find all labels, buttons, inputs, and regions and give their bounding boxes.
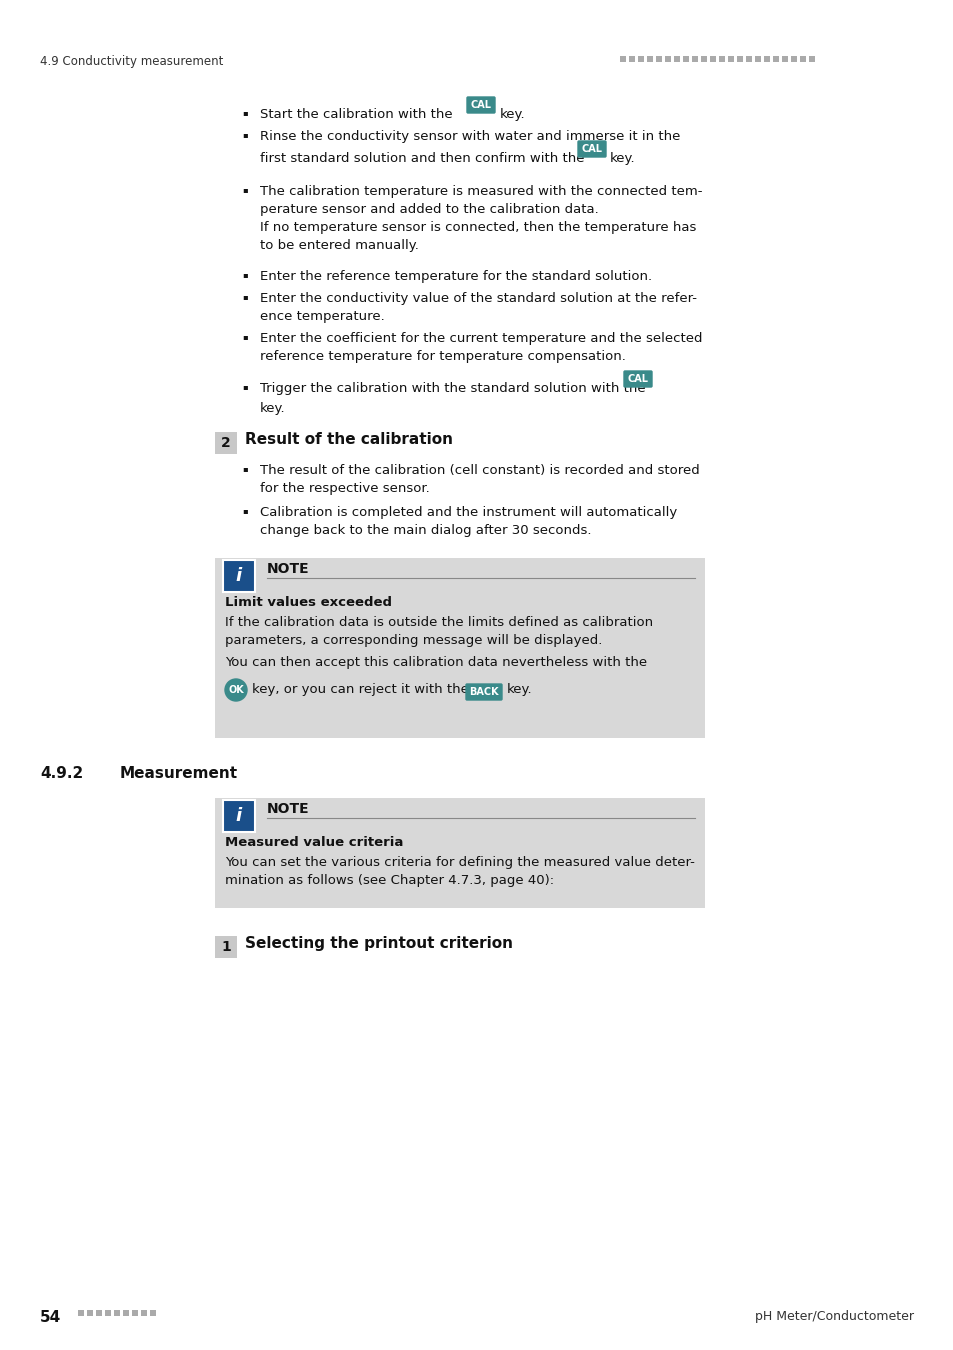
FancyBboxPatch shape [465, 684, 501, 701]
FancyBboxPatch shape [214, 798, 704, 909]
FancyBboxPatch shape [656, 55, 661, 62]
FancyBboxPatch shape [214, 936, 236, 958]
Text: key.: key. [499, 108, 525, 122]
FancyBboxPatch shape [781, 55, 787, 62]
Text: i: i [235, 567, 242, 585]
FancyBboxPatch shape [223, 560, 254, 593]
Text: Rinse the conductivity sensor with water and immerse it in the: Rinse the conductivity sensor with water… [260, 130, 679, 143]
Circle shape [225, 679, 247, 701]
Text: key.: key. [609, 153, 635, 165]
Text: ▪: ▪ [242, 382, 248, 391]
Text: You can then accept this calibration data nevertheless with the: You can then accept this calibration dat… [225, 656, 646, 670]
Text: Trigger the calibration with the standard solution with the: Trigger the calibration with the standar… [260, 382, 645, 396]
Text: pH Meter/Conductometer: pH Meter/Conductometer [754, 1310, 913, 1323]
Text: NOTE: NOTE [267, 802, 310, 815]
Text: ▪: ▪ [242, 108, 248, 117]
FancyBboxPatch shape [646, 55, 652, 62]
Text: Start the calibration with the: Start the calibration with the [260, 108, 452, 122]
Text: If the calibration data is outside the limits defined as calibration
parameters,: If the calibration data is outside the l… [225, 616, 653, 647]
FancyBboxPatch shape [691, 55, 698, 62]
Text: Enter the coefficient for the current temperature and the selected
reference tem: Enter the coefficient for the current te… [260, 332, 701, 363]
Text: Calibration is completed and the instrument will automatically
change back to th: Calibration is completed and the instrum… [260, 506, 677, 537]
FancyBboxPatch shape [628, 55, 635, 62]
FancyBboxPatch shape [664, 55, 670, 62]
Text: 2: 2 [221, 436, 231, 450]
Text: 4.9 Conductivity measurement: 4.9 Conductivity measurement [40, 55, 223, 68]
Text: ▪: ▪ [242, 506, 248, 514]
FancyBboxPatch shape [700, 55, 706, 62]
FancyBboxPatch shape [754, 55, 760, 62]
Text: CAL: CAL [470, 100, 491, 109]
Text: Selecting the printout criterion: Selecting the printout criterion [245, 936, 513, 950]
Text: Enter the conductivity value of the standard solution at the refer-
ence tempera: Enter the conductivity value of the stan… [260, 292, 697, 323]
Text: Result of the calibration: Result of the calibration [245, 432, 453, 447]
Text: You can set the various criteria for defining the measured value deter-
mination: You can set the various criteria for def… [225, 856, 694, 887]
FancyBboxPatch shape [737, 55, 742, 62]
Text: Enter the reference temperature for the standard solution.: Enter the reference temperature for the … [260, 270, 652, 284]
FancyBboxPatch shape [578, 140, 605, 157]
Text: 4.9.2: 4.9.2 [40, 765, 83, 782]
Text: ▪: ▪ [242, 270, 248, 279]
FancyBboxPatch shape [141, 1310, 147, 1316]
FancyBboxPatch shape [96, 1310, 102, 1316]
FancyBboxPatch shape [123, 1310, 129, 1316]
Text: i: i [235, 807, 242, 825]
FancyBboxPatch shape [638, 55, 643, 62]
Text: ▪: ▪ [242, 292, 248, 301]
Text: CAL: CAL [581, 144, 602, 154]
Text: 1: 1 [221, 940, 231, 954]
Text: key.: key. [506, 683, 532, 697]
FancyBboxPatch shape [619, 55, 625, 62]
Text: BACK: BACK [469, 687, 498, 697]
FancyBboxPatch shape [682, 55, 688, 62]
Text: ▪: ▪ [242, 464, 248, 472]
FancyBboxPatch shape [790, 55, 796, 62]
FancyBboxPatch shape [214, 558, 704, 738]
FancyBboxPatch shape [78, 1310, 84, 1316]
FancyBboxPatch shape [709, 55, 716, 62]
Text: The result of the calibration (cell constant) is recorded and stored
for the res: The result of the calibration (cell cons… [260, 464, 699, 495]
Text: 54: 54 [40, 1310, 61, 1324]
FancyBboxPatch shape [772, 55, 779, 62]
Text: key, or you can reject it with the: key, or you can reject it with the [252, 683, 468, 697]
Text: key.: key. [260, 402, 285, 414]
Text: ▪: ▪ [242, 130, 248, 139]
FancyBboxPatch shape [800, 55, 805, 62]
FancyBboxPatch shape [132, 1310, 138, 1316]
FancyBboxPatch shape [623, 371, 651, 387]
FancyBboxPatch shape [745, 55, 751, 62]
FancyBboxPatch shape [763, 55, 769, 62]
Text: first standard solution and then confirm with the: first standard solution and then confirm… [260, 153, 584, 165]
FancyBboxPatch shape [808, 55, 814, 62]
FancyBboxPatch shape [727, 55, 733, 62]
FancyBboxPatch shape [214, 432, 236, 454]
Text: OK: OK [228, 684, 244, 695]
FancyBboxPatch shape [150, 1310, 156, 1316]
FancyBboxPatch shape [467, 97, 495, 113]
FancyBboxPatch shape [673, 55, 679, 62]
Text: ▪: ▪ [242, 185, 248, 194]
Text: CAL: CAL [627, 374, 648, 383]
FancyBboxPatch shape [223, 801, 254, 832]
FancyBboxPatch shape [113, 1310, 120, 1316]
Text: Measured value criteria: Measured value criteria [225, 836, 403, 849]
FancyBboxPatch shape [87, 1310, 92, 1316]
Text: Limit values exceeded: Limit values exceeded [225, 595, 392, 609]
FancyBboxPatch shape [719, 55, 724, 62]
Text: NOTE: NOTE [267, 562, 310, 576]
Text: The calibration temperature is measured with the connected tem-
perature sensor : The calibration temperature is measured … [260, 185, 701, 252]
FancyBboxPatch shape [105, 1310, 111, 1316]
Text: Measurement: Measurement [120, 765, 238, 782]
Text: ▪: ▪ [242, 332, 248, 342]
